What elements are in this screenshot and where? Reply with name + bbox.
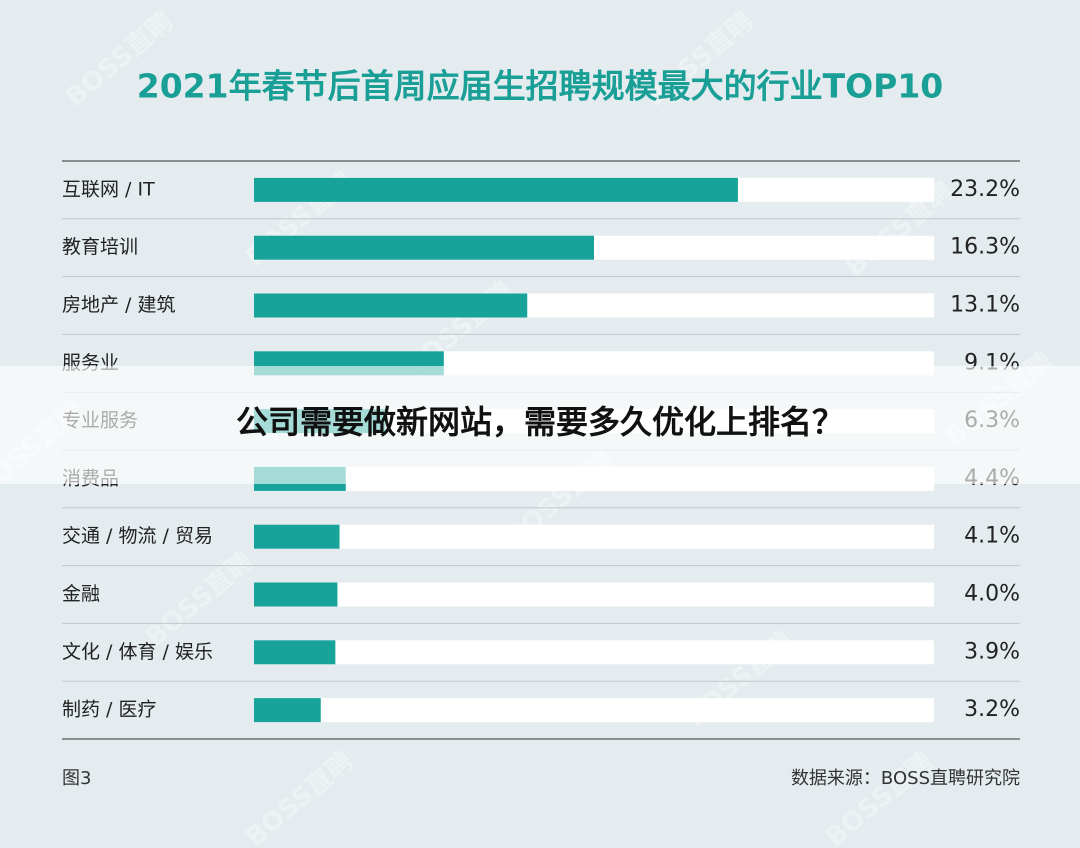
category-label: 文化 / 体育 / 娱乐	[62, 641, 213, 663]
bar-track	[254, 640, 934, 665]
bar	[254, 582, 338, 607]
chart-title: 2021年春节后首周应届生招聘规模最大的行业TOP10	[137, 67, 944, 106]
value-label: 13.1%	[950, 293, 1020, 318]
category-label: 房地产 / 建筑	[62, 294, 175, 316]
bar	[254, 698, 321, 723]
category-label: 互联网 / IT	[62, 178, 155, 200]
category-label: 制药 / 医疗	[62, 699, 156, 721]
bar-track	[254, 698, 934, 723]
value-label: 3.9%	[964, 639, 1020, 664]
bar-track	[254, 582, 934, 607]
figure-label: 图3	[62, 768, 91, 789]
bar	[254, 640, 336, 665]
bar	[254, 524, 340, 549]
overlay-band	[0, 366, 1080, 484]
category-label: 金融	[62, 583, 100, 605]
value-label: 4.0%	[964, 582, 1020, 607]
value-label: 3.2%	[964, 697, 1020, 722]
bar	[254, 293, 528, 318]
bar	[254, 235, 594, 260]
overlay-headline: 公司需要做新网站，需要多久优化上排名？	[236, 403, 844, 441]
category-label: 教育培训	[62, 236, 138, 258]
plot: 互联网 / IT 23.2%教育培训 16.3%房地产 / 建筑 13.1%服务业 9.…	[62, 160, 1020, 740]
bar-track	[254, 524, 934, 549]
category-label: 交通 / 物流 / 贸易	[62, 525, 213, 547]
source: 数据来源：BOSS直聘研究院	[791, 768, 1020, 789]
value-label: 4.1%	[964, 524, 1020, 549]
value-label: 16.3%	[950, 235, 1020, 260]
bar	[254, 177, 738, 202]
value-label: 23.2%	[950, 177, 1020, 202]
